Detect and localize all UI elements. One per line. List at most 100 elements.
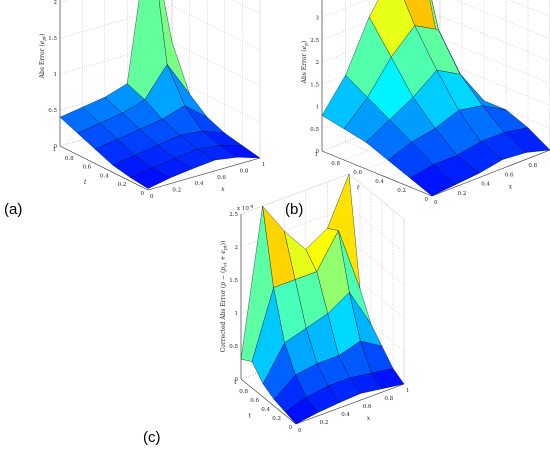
z-tick-label: 0.5 (48, 108, 57, 114)
t-tick-label: 0.8 (239, 389, 248, 395)
t-tick-label: 1 (234, 380, 238, 386)
z-label-var: e (39, 40, 46, 44)
t-tick-label: 0.2 (272, 416, 281, 422)
z-label-var: p (220, 282, 227, 286)
x-tick-label: 0.6 (363, 404, 372, 410)
ticks: 00.20.40.60.8100.20.40.60.8100.511.522.5… (310, 16, 537, 207)
t-tick-label: 0.4 (375, 179, 384, 185)
z-label-var: e (301, 45, 308, 49)
surface-patch (219, 145, 261, 159)
t-tick-label: 0.8 (331, 161, 340, 167)
z-exponent-power: -4 (249, 204, 254, 210)
z-tick-label: 1.5 (48, 36, 57, 42)
panel-label: (b) (285, 201, 303, 218)
t-tick-label: 1 (53, 147, 57, 153)
t-tick-label: 0.6 (353, 170, 362, 176)
surface-patch (371, 368, 405, 389)
wall-grid-line (321, 82, 550, 129)
x-axis-label: x (509, 183, 513, 190)
z-label-text: + (220, 254, 227, 263)
wall-grid-line (321, 38, 550, 85)
t-tick-label: 0.4 (100, 173, 109, 179)
t-axis-label: t (357, 185, 360, 192)
z-axis-label: Abs Error (ep) (301, 41, 310, 85)
z-exponent-label: x 10-4 (237, 204, 253, 212)
z-tick-label: 0 (54, 144, 58, 150)
surface (321, 0, 550, 197)
x-tick-label: 0.4 (481, 182, 490, 188)
axes (321, 0, 550, 197)
surface-patch (504, 127, 550, 153)
z-label-var: p (220, 267, 227, 271)
x-axis-label: x (367, 415, 371, 422)
wall-grid-line (321, 60, 550, 107)
x-axis-line (295, 383, 405, 425)
x-tick-label: 0 (434, 200, 438, 206)
t-axis-line (321, 150, 433, 197)
z-axis-label: Abs Error (ept) (39, 34, 48, 80)
surface-plot-a: 00.20.40.60.8100.20.40.60.8100.511.522.5… (4, 0, 266, 218)
t-tick-label: 0.4 (261, 407, 270, 413)
x-tick-label: 0.4 (195, 181, 204, 187)
x-tick-label: 0.8 (528, 163, 537, 169)
x-axis-label: x (221, 186, 225, 193)
t-tick-label: 0.6 (250, 398, 259, 404)
z-tick-label: 0 (316, 149, 320, 155)
axes (59, 0, 261, 191)
z-label-var: e (220, 250, 227, 254)
surface (59, 0, 261, 189)
t-axis-line (59, 145, 149, 191)
t-tick-label: 0 (289, 425, 293, 431)
t-tick-label: 0 (425, 197, 429, 203)
z-tick-label: 0.5 (310, 127, 319, 133)
t-axis-line (240, 378, 297, 425)
z-label-text: Abs Error ( (301, 49, 308, 84)
z-tick-label: 2.5 (310, 38, 319, 44)
z-label-text: ) (301, 41, 308, 43)
z-tick-label: 1.5 (229, 278, 238, 284)
t-tick-label: 0.2 (118, 182, 127, 188)
x-tick-label: 0 (298, 428, 302, 434)
z-axis-label: Corrected Abs Error (p − (pct + ept)) (220, 241, 229, 353)
t-tick-label: 0.2 (397, 188, 406, 194)
surface-plot-b: 00.20.40.60.8100.20.40.60.8100.511.522.5… (285, 0, 550, 218)
x-tick-label: 1 (406, 388, 410, 394)
z-tick-label: 1.5 (310, 82, 319, 88)
z-label-sub: p (305, 43, 310, 46)
t-tick-label: 0.6 (82, 165, 91, 171)
x-tick-label: 0.6 (217, 175, 226, 181)
z-tick-label: 2.5 (229, 212, 238, 218)
t-axis-label: t (249, 413, 252, 420)
z-tick-label: 0 (235, 377, 239, 383)
z-label-sub: pt (223, 245, 229, 250)
t-tick-label: 0 (141, 191, 145, 197)
z-label-text: Corrected Abs Error ( (220, 286, 227, 353)
z-tick-label: 1 (235, 311, 239, 317)
t-tick-label: 0.8 (65, 156, 74, 162)
z-tick-label: 0.5 (229, 344, 238, 350)
x-axis-line (147, 157, 261, 191)
x-tick-label: 0.2 (172, 188, 181, 194)
panel-label: (a) (4, 201, 22, 218)
x-tick-label: 0.2 (458, 191, 467, 197)
x-tick-label: 0.8 (240, 168, 249, 174)
z-label-text: ) (39, 34, 46, 36)
x-tick-label: 0.8 (384, 396, 393, 402)
z-tick-label: 2 (316, 60, 320, 66)
wall-grid-line (321, 0, 550, 40)
surface (240, 173, 405, 425)
x-tick-label: 0.4 (341, 412, 350, 418)
axes (240, 214, 405, 425)
z-tick-label: 1 (316, 105, 320, 111)
z-label-sub: ct (223, 262, 229, 267)
z-tick-label: 2 (235, 245, 239, 251)
wall-grid-line (321, 15, 550, 63)
x-tick-label: 0.6 (505, 172, 514, 178)
z-label-text: Abs Error ( (39, 44, 46, 79)
t-tick-label: 1 (315, 152, 319, 158)
z-label-text: )) (220, 241, 227, 246)
z-tick-label: 3 (316, 16, 320, 22)
z-tick-label: 2 (54, 0, 58, 6)
